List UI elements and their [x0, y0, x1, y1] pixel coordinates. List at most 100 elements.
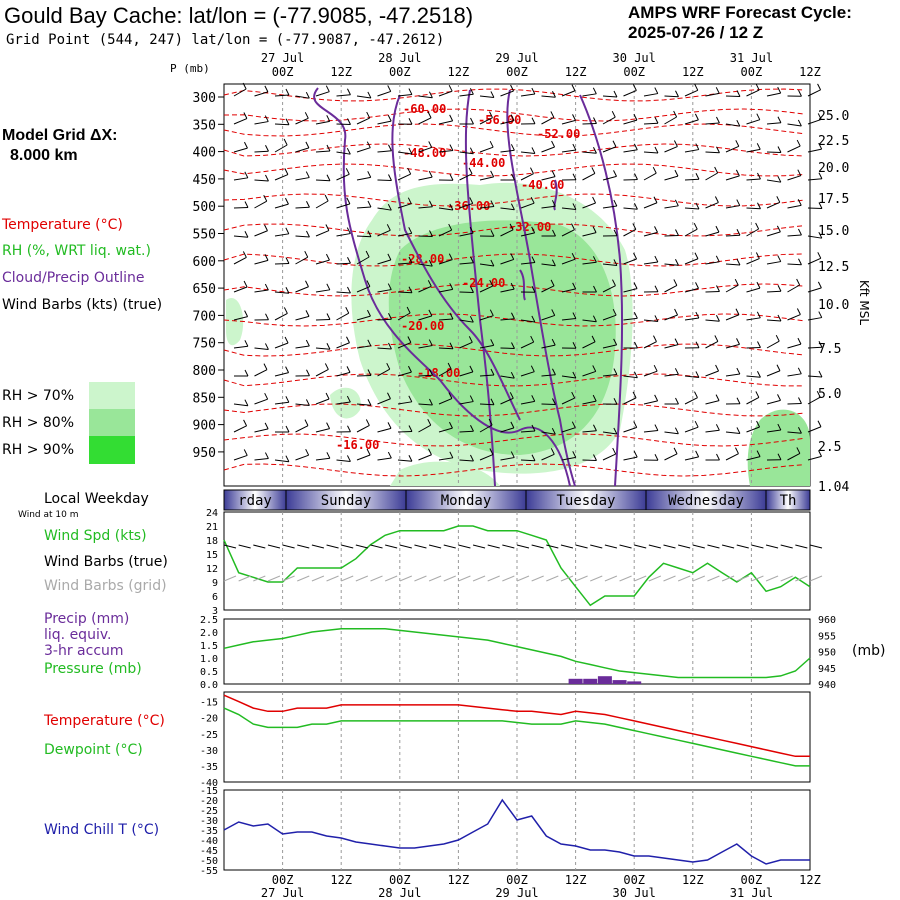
wind-barb-flag [490, 259, 495, 267]
wind-barb-grid [531, 575, 544, 582]
wind-barb-flag [715, 255, 720, 263]
wind-barb [520, 262, 535, 265]
wind-barb [746, 426, 760, 433]
wind-barb-flag [550, 111, 555, 118]
wind-barb [397, 94, 412, 97]
wind-barb-flag [798, 90, 802, 97]
wind-barb-flag [489, 140, 494, 148]
wind-barb [541, 176, 556, 181]
wind-barb-true [458, 544, 471, 549]
pressure-tick-label: 500 [193, 200, 216, 215]
wind-barb-grid [370, 575, 383, 582]
wind-barb [336, 342, 350, 349]
wind-barb-flag [695, 173, 700, 180]
wind-barb-flag [551, 140, 556, 148]
wind-barb [315, 120, 330, 125]
wind-barb-true [443, 544, 456, 549]
weekday-cell [765, 489, 811, 511]
wind-barb-flag [775, 334, 780, 342]
wind-barb-flag [408, 425, 413, 432]
wind-barb [623, 375, 638, 379]
x-bottom-tick-label: 00Z [506, 873, 528, 887]
rh-legend-label: RH (%, WRT liq. wat.) [2, 243, 151, 259]
wind-barb [664, 175, 679, 181]
wind-barb-grid [223, 575, 237, 582]
wind-barb [643, 370, 658, 377]
pressure-right-tick-label: 955 [818, 631, 836, 642]
wind-barb-true [472, 544, 486, 549]
wind-barb-flag [428, 339, 433, 346]
wind-barb [295, 206, 310, 209]
wind-barb-true [795, 544, 808, 549]
wind-barb [438, 207, 453, 211]
x-top-tick-label: 12Z [448, 65, 470, 79]
wind-barb-flag [326, 115, 331, 122]
temperature-contour-label: -52.00 [537, 127, 580, 141]
wind-barb [520, 173, 534, 181]
wind-barb-flag [735, 140, 740, 147]
wind-barb-grid [487, 575, 500, 582]
wind-barb [787, 123, 802, 127]
wind-barb-grid [443, 575, 456, 582]
wind-barb-grid [780, 575, 793, 582]
wind-barb-flag [530, 365, 535, 372]
wind-barb-true [355, 544, 368, 549]
wind-barb-flag [673, 140, 678, 147]
wind-barb-flag [510, 144, 515, 151]
wind-barb [561, 258, 576, 265]
wind-barb-flag [654, 117, 659, 124]
wind-barb-flag [449, 421, 453, 429]
wind-barb-flag [693, 222, 698, 230]
wind-barb-flag [796, 139, 801, 147]
wind-barb-flag [756, 420, 761, 428]
temperature-contour-label: -48.00 [403, 146, 446, 160]
wind-barb-flag [285, 227, 290, 235]
wind-barb [582, 400, 597, 405]
wind-barb-true [267, 544, 281, 549]
wind-barb-flag [592, 424, 597, 432]
wind-barb-flag [675, 229, 679, 236]
wind-barb [684, 207, 700, 210]
pressure-tick-label: 950 [193, 446, 216, 461]
rh-shading-region [388, 220, 616, 455]
wind-barb [233, 286, 248, 293]
wind-barb-flag [757, 202, 761, 209]
wind-barb [315, 428, 330, 433]
wind-barb-flag [818, 231, 823, 239]
wind-barb-grid [546, 575, 559, 582]
wind-10m-label: Wind at 10 m [18, 510, 79, 520]
wind-barb [295, 403, 310, 406]
wind-barb-flag [715, 314, 720, 322]
x-bottom-tick-label: 12Z [448, 873, 470, 887]
pressure-tick-label: 600 [193, 255, 216, 270]
wind-barb-flag [408, 365, 412, 373]
x-top-date-label: 29 Jul [495, 51, 538, 65]
wind-barb-flag [242, 251, 247, 258]
wind-barb-flag [388, 313, 392, 320]
x-top-tick-label: 00Z [272, 65, 294, 79]
temperature-contour [223, 433, 805, 447]
wind-barb [643, 122, 659, 125]
wind-barb [664, 344, 679, 349]
wind-barb-true [428, 544, 442, 549]
wind-barb-grid [751, 575, 764, 582]
wind-barb-flag [285, 88, 290, 96]
x-bottom-tick-label: 12Z [330, 873, 352, 887]
wind-barb-flag [716, 116, 720, 124]
wind-barb [254, 289, 269, 293]
temperature-contour-label: -16.00 [336, 438, 379, 452]
wind-barb [561, 456, 576, 461]
wind-barb-flag [490, 91, 495, 98]
wind-barb-flag [818, 341, 823, 348]
wind-barb-flag [653, 335, 657, 342]
wind-barb [725, 373, 740, 377]
wind-barb [356, 454, 371, 461]
wind-barb-flag [427, 111, 432, 119]
wind-barb [766, 340, 780, 349]
x-bottom-tick-label: 12Z [799, 873, 821, 887]
wind-barb-flag [736, 397, 741, 404]
height-tick-label: 25.0 [818, 109, 849, 124]
wind-barb-flag [654, 87, 659, 94]
grid-point-label: Grid Point (544, 247) lat/lon = (-77.908… [6, 32, 445, 48]
